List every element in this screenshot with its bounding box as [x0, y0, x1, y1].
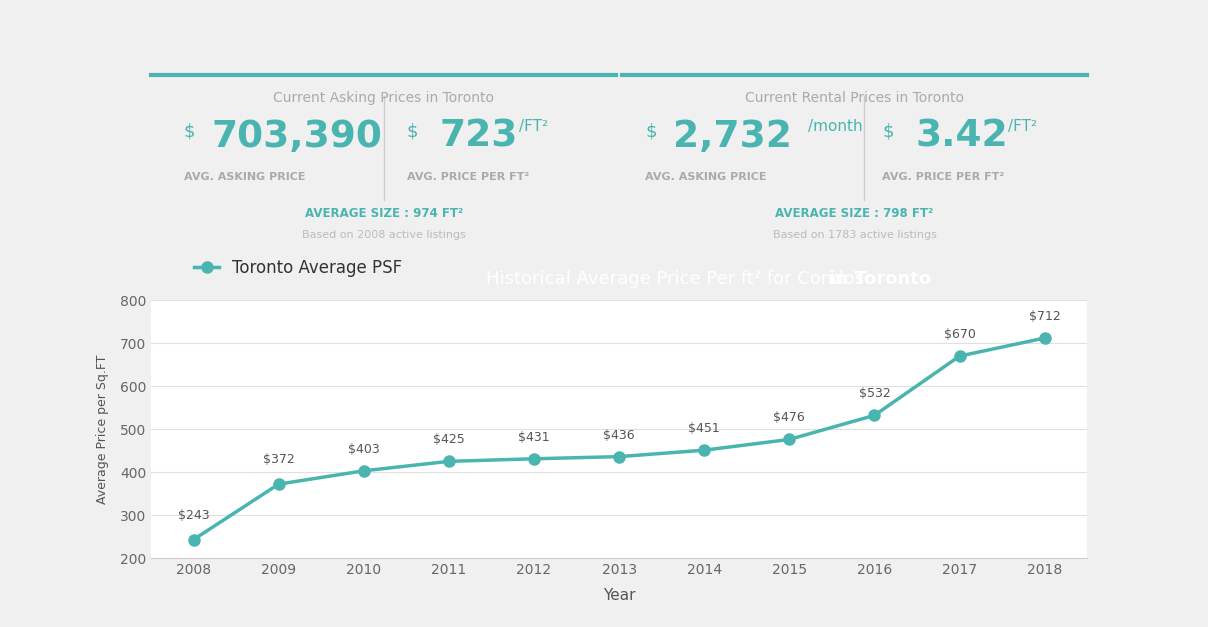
Text: $670: $670 — [943, 328, 976, 341]
Toronto Average PSF — [186, 536, 201, 544]
Toronto Average PSF — [272, 480, 286, 488]
Text: $532: $532 — [859, 387, 890, 400]
Text: Based on 2008 active listings: Based on 2008 active listings — [302, 229, 465, 240]
Text: AVG. ASKING PRICE: AVG. ASKING PRICE — [184, 172, 306, 182]
Text: $403: $403 — [348, 443, 379, 456]
Text: $: $ — [407, 122, 418, 140]
Text: in Toronto: in Toronto — [829, 270, 931, 288]
Text: AVG. ASKING PRICE: AVG. ASKING PRICE — [645, 172, 767, 182]
Text: $451: $451 — [689, 422, 720, 435]
Text: 723: 723 — [440, 119, 518, 155]
Toronto Average PSF — [782, 436, 796, 443]
Toronto Average PSF — [697, 446, 712, 454]
Text: $: $ — [184, 122, 194, 140]
Legend: Toronto Average PSF: Toronto Average PSF — [187, 252, 410, 283]
Text: 3.42: 3.42 — [914, 119, 1007, 155]
Toronto Average PSF — [442, 458, 457, 465]
Text: AVG. PRICE PER FT²: AVG. PRICE PER FT² — [407, 172, 529, 182]
Text: $425: $425 — [432, 433, 465, 446]
Toronto Average PSF — [1038, 334, 1052, 342]
Toronto Average PSF — [867, 411, 882, 419]
Text: Current Asking Prices in Toronto: Current Asking Prices in Toronto — [273, 91, 494, 105]
Text: AVG. PRICE PER FT²: AVG. PRICE PER FT² — [883, 172, 1005, 182]
Text: $712: $712 — [1029, 310, 1061, 323]
Text: $431: $431 — [518, 431, 550, 444]
Text: $: $ — [645, 122, 657, 140]
Text: 2,732: 2,732 — [673, 119, 792, 155]
Text: Based on 1783 active listings: Based on 1783 active listings — [773, 229, 936, 240]
Text: Historical Average Price Per ft² for Condos: Historical Average Price Per ft² for Con… — [486, 270, 870, 288]
Text: $243: $243 — [178, 508, 209, 522]
Line: Toronto Average PSF: Toronto Average PSF — [188, 332, 1050, 545]
Text: $: $ — [883, 122, 894, 140]
Text: 703,390: 703,390 — [211, 119, 383, 155]
Y-axis label: Average Price per Sq.FT: Average Price per Sq.FT — [95, 354, 109, 504]
Text: /month: /month — [808, 119, 863, 134]
Toronto Average PSF — [527, 455, 541, 463]
Text: $436: $436 — [603, 429, 635, 441]
Text: AVERAGE SIZE : 798 FT²: AVERAGE SIZE : 798 FT² — [776, 207, 934, 220]
Text: $372: $372 — [263, 453, 295, 466]
Toronto Average PSF — [356, 467, 371, 475]
Text: Current Rental Prices in Toronto: Current Rental Prices in Toronto — [745, 91, 964, 105]
Text: /FT²: /FT² — [518, 119, 547, 134]
Toronto Average PSF — [612, 453, 627, 460]
Toronto Average PSF — [952, 352, 966, 360]
Text: AVERAGE SIZE : 974 FT²: AVERAGE SIZE : 974 FT² — [304, 207, 463, 220]
X-axis label: Year: Year — [603, 588, 635, 603]
Text: $476: $476 — [773, 411, 806, 424]
Text: /FT²: /FT² — [1009, 119, 1038, 134]
